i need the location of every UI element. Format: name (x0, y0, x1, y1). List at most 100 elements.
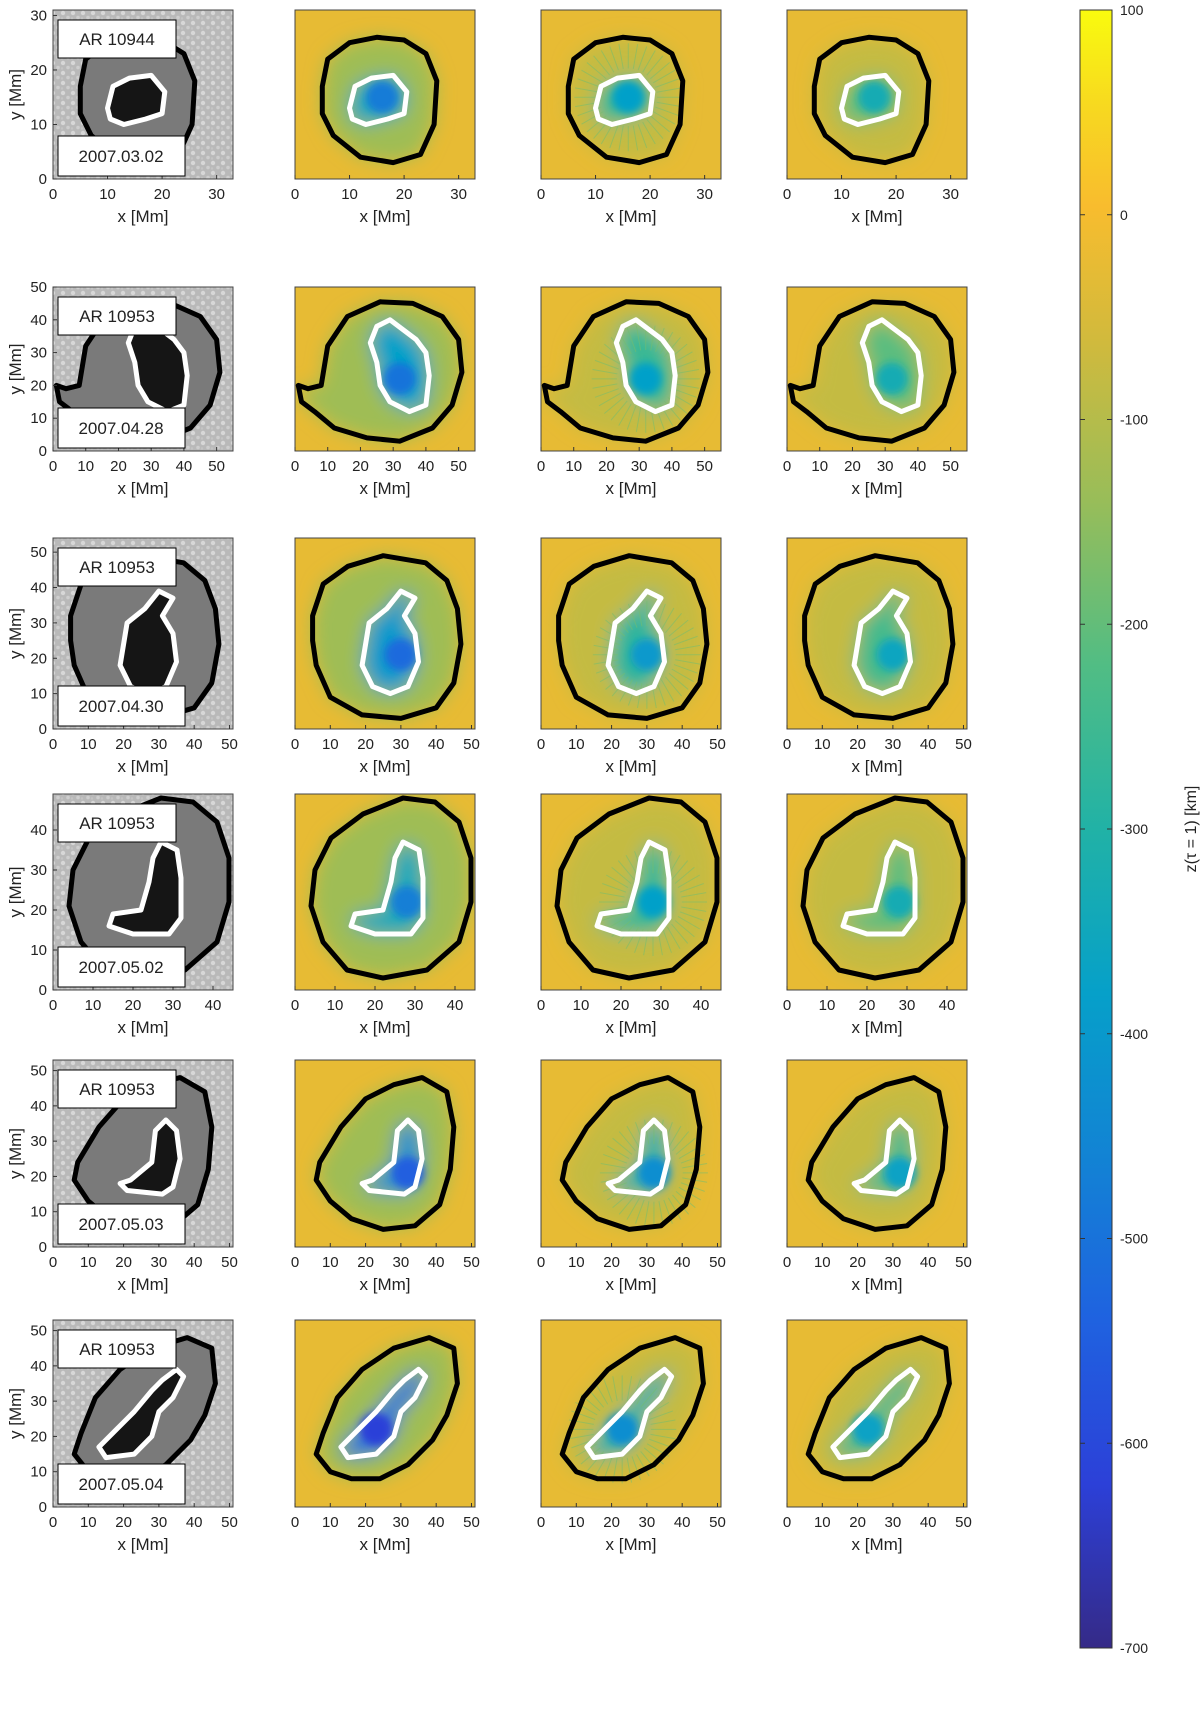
umbra-boundary (851, 588, 913, 697)
panel-frame (786, 1319, 968, 1508)
fibril (577, 78, 602, 88)
x-axis-label: x [Mm] (606, 1275, 657, 1294)
x-tick-label: 0 (49, 736, 57, 753)
panel-image (787, 1320, 967, 1507)
x-tick-label: 0 (49, 1254, 57, 1271)
x-tick-label: 10 (80, 736, 97, 753)
panel-frame (52, 286, 234, 452)
x-tick-label: 30 (151, 736, 168, 753)
colorbar-tick-label: -100 (1120, 412, 1148, 428)
panel-frame (294, 9, 476, 180)
x-tick-label: 0 (537, 186, 545, 203)
fibril (662, 928, 672, 953)
x-tick-label: 40 (428, 1514, 445, 1531)
fibril (618, 43, 624, 69)
panel-frame (786, 537, 968, 730)
umbra-boundary (840, 839, 918, 937)
fibril (636, 1454, 650, 1477)
x-tick-label: 0 (49, 186, 57, 203)
panel-frame (786, 9, 968, 180)
panel-r1-c3: 0 10 20 30 x [Mm] (537, 9, 722, 226)
fibril (635, 1199, 645, 1224)
date-label: 2007.05.02 (78, 958, 163, 977)
x-tick-label: 40 (920, 1514, 937, 1531)
panel-image (295, 10, 475, 179)
umbra-region (107, 75, 165, 125)
depth-core-group (390, 885, 424, 919)
x-tick-label: 40 (920, 1254, 937, 1271)
fibril (673, 635, 698, 646)
umbra-boundary (105, 72, 168, 127)
panel-r4-c2: 0 10 20 30 40 x [Mm] (291, 793, 476, 1037)
x-tick-label: 30 (639, 1514, 656, 1531)
date-label-box (57, 946, 186, 988)
panel-frame (52, 1319, 234, 1508)
fibril (642, 121, 656, 145)
umbra-boundary (348, 839, 426, 937)
umbra-region (109, 842, 181, 934)
fibril (672, 388, 697, 398)
x-tick-label: 20 (357, 736, 374, 753)
x-tick-label: 0 (537, 1514, 545, 1531)
panel-frame (294, 537, 476, 730)
x-tick-label: 10 (814, 1254, 831, 1271)
date-label: 2007.05.03 (78, 1215, 163, 1234)
umbra-boundary (584, 1366, 675, 1461)
x-tick-label: 30 (942, 186, 959, 203)
colorbar-label: z(τ = 1) [km] (1183, 786, 1200, 873)
fibril (655, 106, 680, 117)
x-tick-label: 20 (603, 1514, 620, 1531)
fibril (646, 55, 664, 76)
umbra-boundary (851, 1117, 917, 1197)
region-label: AR 10953 (79, 558, 155, 577)
colorbar-gradient (1079, 9, 1113, 1649)
x-tick-label: 30 (393, 1514, 410, 1531)
x-axis-label: x [Mm] (852, 1535, 903, 1554)
x-tick-label: 20 (125, 997, 142, 1014)
x-tick-label: 40 (664, 458, 681, 475)
x-tick-label: 0 (291, 186, 299, 203)
panel-r1-c1: 0 10 20 30 x [Mm] 0 10 20 30 y [Mm] AR 10944 2007.0… (6, 7, 234, 226)
x-axis-label: x [Mm] (360, 1018, 411, 1037)
fibril (674, 383, 699, 389)
x-tick-label: 10 (319, 458, 336, 475)
x-tick-label: 30 (151, 1254, 168, 1271)
fibril (611, 866, 632, 884)
x-axis-label: x [Mm] (360, 207, 411, 226)
y-tick-label: 0 (39, 443, 47, 460)
y-tick-label: 10 (30, 686, 47, 703)
x-tick-label: 0 (783, 186, 791, 203)
y-tick-label: 40 (30, 822, 47, 839)
panel-image (541, 287, 721, 451)
panel-frame (786, 286, 968, 452)
x-axis-label: x [Mm] (852, 479, 903, 498)
date-label-box (57, 407, 186, 449)
fibril (660, 607, 675, 631)
fibril (611, 613, 629, 633)
depth-core-group (636, 885, 670, 919)
panel-image (787, 287, 967, 451)
umbra-depth-core (612, 81, 645, 114)
fibril (603, 1153, 628, 1164)
fibril (672, 1131, 690, 1152)
panel-frame (52, 9, 234, 180)
fibril (665, 613, 682, 633)
x-tick-label: 20 (367, 997, 384, 1014)
x-tick-label: 30 (151, 1514, 168, 1531)
fibril (626, 1376, 633, 1402)
fibril (673, 664, 698, 674)
fibril (650, 1433, 676, 1440)
depth-core-group (629, 362, 662, 396)
colorbar-tick-label: -700 (1120, 1640, 1148, 1656)
fibril (675, 644, 701, 651)
fibril (618, 125, 624, 151)
penumbra-boundary (565, 34, 686, 166)
panel-image (295, 287, 475, 451)
panel-image (787, 538, 967, 729)
x-tick-label: 30 (885, 1254, 902, 1271)
x-tick-label: 0 (783, 997, 791, 1014)
x-tick-label: 10 (811, 458, 828, 475)
panel-frame (786, 1059, 968, 1248)
fibril (649, 1410, 674, 1420)
fibril (581, 69, 604, 84)
